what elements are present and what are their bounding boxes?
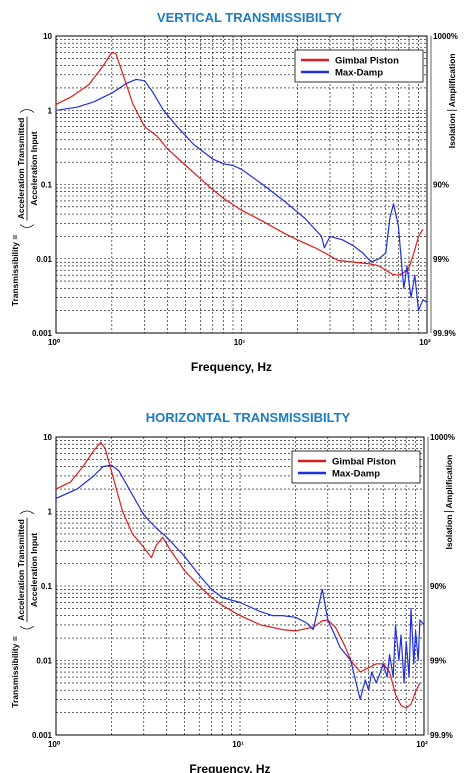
- x-tick-label: 10⁰: [48, 740, 61, 749]
- y-axis-label-prefix: Transmissibility =: [10, 235, 20, 307]
- y-axis-label-prefix: Transmissibility =: [10, 636, 20, 708]
- y-tick-label: 10: [43, 433, 52, 442]
- right-tick-label: 90%: [433, 181, 449, 190]
- plot-frame: [55, 35, 428, 334]
- y-axis-paren-bottom: [19, 224, 35, 228]
- x-tick-label: 10²: [419, 338, 431, 347]
- legend-label: Max-Damp: [335, 68, 383, 79]
- y-axis-paren-top: [19, 109, 35, 113]
- y-tick-label: 10: [43, 32, 52, 41]
- y-axis-label-numerator: Acceleration Transmitted: [16, 519, 26, 621]
- right-axis-label-isolation: Isolation: [444, 515, 454, 550]
- chart-title: HORIZONTAL TRANSMISSIBILTY: [146, 410, 351, 425]
- y-tick-label: 1: [48, 106, 53, 115]
- x-tick-label: 10²: [416, 740, 428, 749]
- chart-vertical: VERTICAL TRANSMISSIBILTY 10⁰ 10¹ 10² 10 1 0.1 0…: [10, 10, 458, 374]
- series-line-max-damp: [56, 464, 424, 701]
- y-axis-paren-top: [19, 510, 35, 515]
- right-axis-label-amplification: Amplification: [444, 455, 454, 509]
- right-tick-label: 90%: [430, 582, 446, 591]
- y-tick-label: 0.01: [36, 657, 52, 666]
- y-tick-label: 0.001: [32, 329, 53, 338]
- y-tick-label: 1: [48, 508, 53, 517]
- legend-box: [294, 49, 424, 83]
- right-axis-label-amplification: Amplification: [447, 53, 457, 107]
- right-tick-label: 99.9%: [433, 329, 456, 338]
- grid-lines: [56, 36, 427, 333]
- y-axis-label-denominator: Acceleration Input: [29, 131, 39, 205]
- x-tick-label: 10⁰: [48, 338, 61, 347]
- right-tick-label: 99%: [430, 657, 446, 666]
- y-axis-paren-bottom: [19, 625, 35, 630]
- y-tick-label: 0.1: [41, 582, 53, 591]
- x-axis-label: Frequency, Hz: [189, 762, 270, 773]
- right-tick-label: 1000%: [430, 433, 455, 442]
- right-axis-label-isolation: Isolation: [447, 113, 457, 148]
- y-tick-label: 0.01: [36, 255, 52, 264]
- y-tick-label: 0.001: [32, 731, 53, 740]
- legend-box: [291, 450, 421, 484]
- chart-title: VERTICAL TRANSMISSIBILTY: [157, 10, 342, 25]
- y-tick-label: 0.1: [41, 181, 53, 190]
- legend-label: Gimbal Piston: [332, 457, 396, 468]
- right-tick-label: 1000%: [433, 32, 458, 41]
- grid-lines: [56, 437, 424, 735]
- y-axis-label-denominator: Acceleration Input: [29, 533, 39, 607]
- x-axis-label: Frequency, Hz: [191, 360, 272, 374]
- right-tick-label: 99%: [433, 255, 449, 264]
- x-tick-label: 10¹: [234, 338, 246, 347]
- series-line-max-damp: [56, 78, 427, 312]
- legend-label: Max-Damp: [332, 469, 380, 480]
- y-axis-label-numerator: Acceleration Transmitted: [16, 118, 26, 220]
- series-line-gimbal-piston: [56, 51, 424, 276]
- x-tick-label: 10¹: [232, 740, 244, 749]
- plot-frame: [55, 436, 425, 736]
- right-tick-label: 99.9%: [430, 731, 453, 740]
- legend-label: Gimbal Piston: [335, 56, 399, 67]
- chart-horizontal: HORIZONTAL TRANSMISSIBILTY 10⁰ 10¹ 10² 10 1 0.…: [10, 410, 455, 773]
